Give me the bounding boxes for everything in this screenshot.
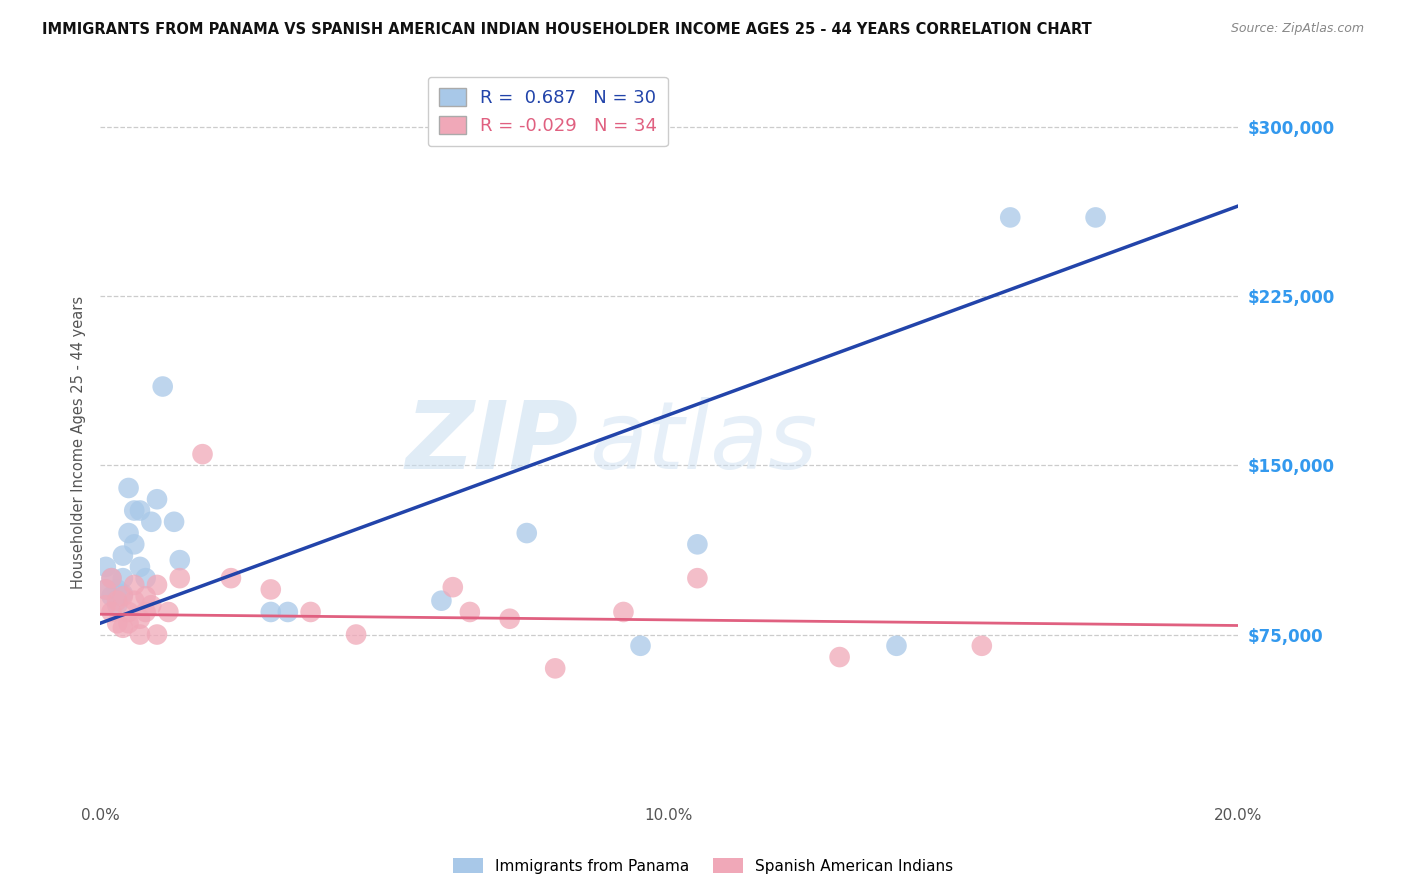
Point [122,593,145,607]
Point [135,605,157,619]
Point [219,571,242,585]
Point [152,379,174,393]
Text: Source: ZipAtlas.com: Source: ZipAtlas.com [1230,22,1364,36]
Point [117,481,139,495]
Point [105,582,128,597]
Point [122,537,145,551]
Point [135,571,157,585]
Point [105,598,128,612]
Point [111,621,134,635]
Point [157,605,180,619]
Point [141,515,163,529]
Point [458,605,481,619]
Point [430,593,453,607]
Point [441,580,464,594]
Text: ZIP: ZIP [405,397,578,489]
Point [828,650,851,665]
Point [499,612,522,626]
Point [122,578,145,592]
Point [970,639,993,653]
Legend: R =  0.687   N = 30, R = -0.029   N = 34: R = 0.687 N = 30, R = -0.029 N = 34 [427,77,668,146]
Point [344,627,367,641]
Point [169,571,191,585]
Point [686,537,709,551]
Point [299,605,322,619]
Point [146,492,169,507]
Point [100,571,122,585]
Point [105,616,128,631]
Point [111,571,134,585]
Point [886,639,908,653]
Point [100,605,122,619]
Point [122,503,145,517]
Point [100,571,122,585]
Point [544,661,567,675]
Point [129,560,152,574]
Point [117,616,139,631]
Point [146,627,169,641]
Point [1084,211,1107,225]
Point [129,503,152,517]
Point [686,571,709,585]
Point [169,553,191,567]
Point [630,639,652,653]
Point [277,605,299,619]
Point [111,587,134,601]
Y-axis label: Householder Income Ages 25 - 44 years: Householder Income Ages 25 - 44 years [72,296,86,590]
Point [105,593,128,607]
Point [1000,211,1022,225]
Point [260,605,283,619]
Point [135,589,157,603]
Point [260,582,283,597]
Legend: Immigrants from Panama, Spanish American Indians: Immigrants from Panama, Spanish American… [447,852,959,880]
Point [117,526,139,541]
Point [111,589,134,603]
Point [516,526,538,541]
Point [100,589,122,603]
Point [111,549,134,563]
Text: atlas: atlas [589,397,817,489]
Point [612,605,634,619]
Point [129,612,152,626]
Point [163,515,186,529]
Point [117,605,139,619]
Point [191,447,214,461]
Point [146,578,169,592]
Point [94,582,117,597]
Point [141,598,163,612]
Text: IMMIGRANTS FROM PANAMA VS SPANISH AMERICAN INDIAN HOUSEHOLDER INCOME AGES 25 - 4: IMMIGRANTS FROM PANAMA VS SPANISH AMERIC… [42,22,1092,37]
Point [129,627,152,641]
Point [94,582,117,597]
Point [94,598,117,612]
Point [94,560,117,574]
